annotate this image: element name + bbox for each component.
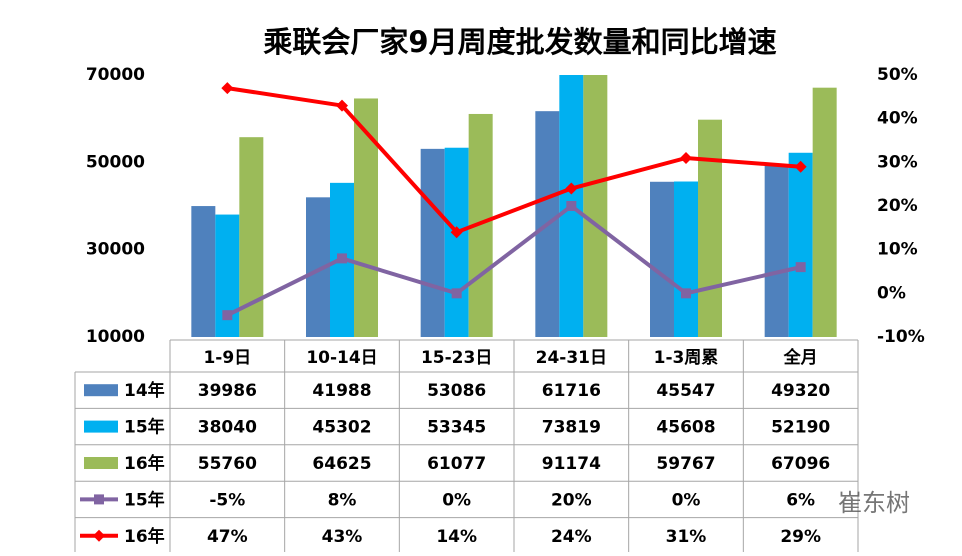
y2-tick-label: -10% [877, 327, 925, 347]
table-cell: 45608 [656, 418, 715, 438]
table-cell: 0% [442, 490, 471, 510]
legend-label: 16年 [124, 526, 165, 547]
marker [450, 226, 463, 239]
marker [451, 288, 462, 299]
legend-marker [94, 494, 104, 505]
table-cell: 14% [436, 527, 477, 547]
legend-label: 15年 [124, 417, 165, 438]
legend-label: 15年 [124, 489, 165, 510]
marker [794, 160, 807, 173]
y2-tick-label: 30% [877, 152, 918, 172]
x-tick-label: 10-14日 [306, 348, 377, 368]
bar [420, 148, 445, 337]
x-tick-label: 15-23日 [421, 348, 492, 368]
marker [565, 182, 578, 195]
y-tick-label: 50000 [86, 152, 145, 172]
table-cell: -5% [209, 490, 245, 510]
table-cell: 91174 [542, 454, 601, 474]
y2-tick-label: 0% [877, 283, 906, 303]
table-cell: 52190 [771, 418, 830, 438]
table-cell: 31% [666, 527, 707, 547]
bar [698, 119, 722, 337]
legend-marker [93, 529, 105, 542]
bar-group [191, 75, 837, 337]
table-cell: 0% [672, 490, 701, 510]
bar [650, 181, 674, 337]
bar [444, 147, 469, 337]
table-cell: 45547 [656, 381, 715, 401]
x-tick-label: 1-9日 [203, 348, 251, 368]
table-cell: 43% [322, 527, 363, 547]
bar [559, 75, 584, 337]
bar [583, 75, 608, 337]
y2-tick-label: 10% [877, 240, 918, 260]
y2-tick-label: 40% [877, 109, 918, 129]
marker [222, 310, 233, 321]
y-tick-label: 10000 [86, 327, 145, 347]
table-cell: 53345 [427, 418, 486, 438]
table-cell: 67096 [771, 454, 830, 474]
y2-tick-label: 50% [877, 65, 918, 85]
x-tick-label: 24-31日 [536, 348, 607, 368]
legend-swatch [84, 420, 118, 433]
y-tick-label: 30000 [86, 240, 145, 260]
marker [566, 201, 577, 211]
legend-label: 14年 [124, 380, 165, 401]
table-cell: 45302 [312, 418, 371, 438]
marker [336, 99, 348, 112]
table-cell: 73819 [542, 418, 601, 438]
watermark: 崔东树 [838, 489, 910, 517]
legend-swatch [84, 384, 118, 397]
table-cell: 47% [207, 527, 248, 547]
marker [681, 288, 691, 299]
table-cell: 64625 [312, 454, 371, 474]
marker [680, 151, 692, 164]
chart-title: 乘联会厂家9月周度批发数量和同比增速 [263, 25, 776, 59]
bar [788, 152, 813, 337]
table-cell: 55760 [198, 454, 257, 474]
table-cell: 38040 [198, 418, 257, 438]
legend-swatch [84, 457, 118, 469]
table-cell: 61077 [427, 454, 486, 474]
bar [812, 87, 837, 337]
table-cell: 53086 [427, 381, 486, 401]
table-cell: 61716 [542, 381, 601, 401]
bar [239, 137, 264, 337]
table-cell: 39986 [198, 381, 257, 401]
x-tick-label: 全月 [783, 347, 818, 368]
marker [337, 253, 347, 264]
marker [221, 82, 234, 95]
line [227, 86, 801, 235]
legend-label: 16年 [124, 453, 165, 474]
table-cell: 6% [786, 490, 815, 510]
table-cell: 8% [328, 490, 357, 510]
x-tick-label: 1-3周累 [654, 348, 719, 368]
marker [795, 262, 806, 273]
bar [674, 181, 698, 337]
y-tick-label: 70000 [86, 65, 145, 85]
table-cell: 24% [551, 527, 592, 547]
table-cell: 20% [551, 490, 592, 510]
table-cell: 49320 [771, 381, 830, 401]
table-cell: 59767 [656, 454, 715, 474]
table-cell: 41988 [312, 381, 371, 401]
line [226, 203, 802, 317]
bar [764, 165, 789, 337]
bar [191, 206, 216, 337]
table-cell: 29% [780, 527, 821, 547]
y2-tick-label: 20% [877, 196, 918, 216]
